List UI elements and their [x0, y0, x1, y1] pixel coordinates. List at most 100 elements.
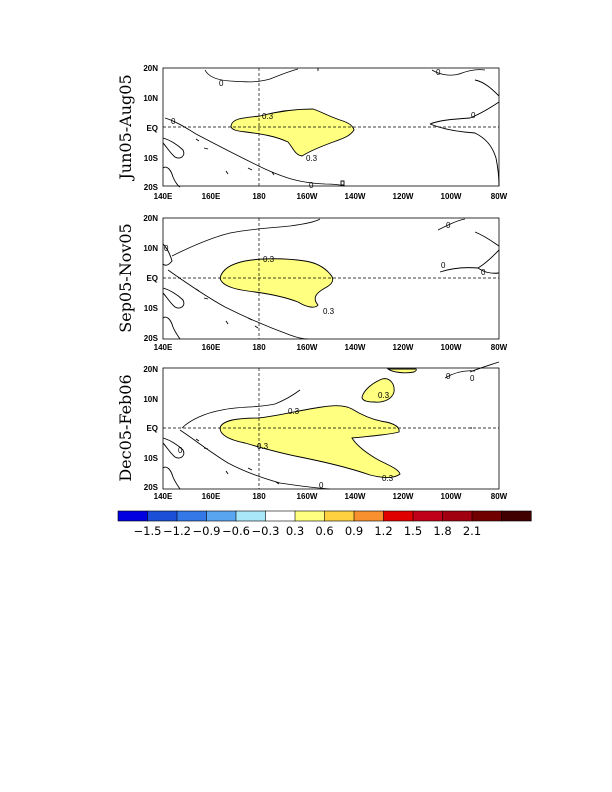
colorbar-swatch	[471, 510, 503, 522]
panel-1-contour-label-c: 0	[171, 117, 176, 126]
panel-2-zero-contour-east	[437, 218, 466, 231]
panel-3-contour-label-c: 0.3	[378, 391, 390, 400]
panel-3-xlabels: 140E 160E 180 160W 140W 120W 100W 80W	[154, 492, 508, 501]
panel-2-frame	[162, 217, 500, 340]
panel-2-coastline-americas	[439, 231, 500, 274]
panel-3-map: 0.3 0.3 0.3 0.3 0 0 0 0	[162, 361, 500, 490]
panel-1-zero-contour-east	[431, 69, 486, 76]
panel-1-xlabel-100w: 100W	[441, 192, 462, 201]
panel-3-coastline-australia	[162, 466, 181, 490]
panel-2-contour-label-f: 0	[446, 221, 451, 230]
panel-3: Dec05-Feb06 20N 10N EQ 10S 20S 140E 160E…	[116, 361, 508, 501]
colorbar-label: 0.3	[286, 524, 304, 538]
colorbar-swatch	[117, 510, 149, 522]
colorbar-swatch	[265, 510, 296, 522]
panel-3-xlabel-140e: 140E	[154, 492, 173, 501]
panel-2-xlabel-120w: 120W	[393, 343, 414, 352]
colorbar-label: 0.9	[345, 524, 363, 538]
panel-1-xlabel-80w: 80W	[491, 192, 508, 201]
panel-3-zero-contour-north	[181, 389, 301, 429]
panel-2-ylabel-20n: 20N	[143, 214, 158, 223]
panel-3-ylabel-20n: 20N	[143, 365, 158, 374]
panel-2-contour-label-b: 0.3	[323, 307, 335, 316]
panel-3-xlabel-160e: 160E	[202, 492, 221, 501]
panel-1-title: Jun05-Aug05	[116, 74, 135, 181]
panel-1-zero-contour-north	[204, 68, 299, 83]
panel-1-contour-label-a: 0.3	[262, 112, 274, 121]
panel-2-ylabels: 20N 10N EQ 10S 20S	[143, 214, 158, 343]
panel-1-xlabel-120w: 120W	[393, 192, 414, 201]
colorbar-swatch	[442, 510, 473, 522]
panel-2-xlabel-180: 180	[252, 343, 266, 352]
panel-1-coastline-islands	[195, 68, 345, 186]
colorbar-label: −1.2	[163, 524, 191, 538]
panel-3-contour-label-e: 0	[178, 446, 183, 455]
colorbar-swatch	[294, 510, 326, 522]
panel-3-ylabel-eq: EQ	[146, 424, 158, 433]
panel-1-contour-label-d: 0	[219, 79, 224, 88]
panel-2-coastline-australia	[162, 316, 181, 340]
colorbar-label: 2.1	[463, 524, 481, 538]
colorbar-label: 1.2	[374, 524, 392, 538]
panel-3-contour-label-a: 0.3	[288, 407, 300, 416]
colorbar-label: −0.6	[222, 524, 250, 538]
panel-2-contour-label-d: 0	[441, 261, 446, 270]
panel-2-ylabel-10s: 10S	[144, 304, 159, 313]
panel-1-coastline-australia	[162, 166, 181, 188]
panel-2-ylabel-20s: 20S	[144, 334, 159, 343]
panel-3-xlabel-120w: 120W	[393, 492, 414, 501]
panel-2-xlabel-160e: 160E	[202, 343, 221, 352]
panel-3-coastline-americas	[469, 361, 500, 429]
panel-3-coastline-islands	[195, 438, 280, 485]
panel-1-xlabel-140w: 140W	[345, 192, 366, 201]
panel-1-ylabel-10n: 10N	[143, 94, 158, 103]
panel-1-xlabel-160w: 160W	[297, 192, 318, 201]
colorbar-label: −0.9	[193, 524, 221, 538]
colorbar-label: 0.6	[315, 524, 333, 538]
panel-2-positive-anomaly-region	[219, 258, 334, 308]
panel-3-contour-label-f: 0	[319, 481, 324, 490]
panel-2-xlabels: 140E 160E 180 160W 140W 120W 100W 80W	[154, 343, 508, 352]
panel-3-xlabel-140w: 140W	[345, 492, 366, 501]
panel-1-ylabel-10s: 10S	[144, 154, 159, 163]
panel-2-map: 0.3 0.3 0 0 0 0	[162, 217, 500, 340]
panel-2-contour-label-c: 0	[164, 244, 169, 253]
panel-1-ylabels: 20N 10N EQ 10S 20S	[143, 64, 158, 192]
panel-2: Sep05-Nov05 20N 10N EQ 10S 20S 140E 160E…	[116, 214, 508, 352]
panel-3-xlabel-180: 180	[252, 492, 266, 501]
panel-2-xlabel-140e: 140E	[154, 343, 173, 352]
panel-1-ylabel-20s: 20S	[144, 183, 159, 192]
panel-2-xlabel-80w: 80W	[491, 343, 508, 352]
panel-2-xlabel-160w: 160W	[297, 343, 318, 352]
panel-2-coastline-asia	[162, 243, 185, 309]
panel-3-contour-label-b: 0.3	[257, 442, 269, 451]
colorbar-swatch	[383, 510, 414, 522]
panel-2-zero-contour-south	[167, 269, 309, 340]
panel-1-xlabels: 140E 160E 180 160W 140W 120W 100W 80W	[154, 192, 508, 201]
panel-3-positive-anomaly-region-main	[219, 405, 401, 478]
panel-2-contour-label-a: 0.3	[263, 255, 275, 264]
colorbar-swatch	[501, 510, 532, 522]
panel-3-contour-label-g: 0	[446, 372, 451, 381]
colorbar-label: 1.5	[404, 524, 422, 538]
panel-2-ylabel-eq: EQ	[146, 274, 158, 283]
panel-1-contour-label-e: 0	[309, 181, 314, 190]
panel-3-positive-anomaly-region-edge	[386, 368, 417, 374]
panel-2-ylabel-10n: 10N	[143, 244, 158, 253]
panel-1-zero-contour-south	[164, 117, 346, 187]
panel-2-contour-label-e: 0	[481, 268, 486, 277]
panel-1-positive-anomaly-region	[230, 108, 355, 157]
panel-3-zero-contour-south	[179, 429, 331, 490]
panel-1-coastline-asia	[162, 137, 185, 159]
colorbar-label: 1.8	[433, 524, 451, 538]
panel-3-xlabel-100w: 100W	[441, 492, 462, 501]
panel-1-ylabel-eq: EQ	[146, 124, 158, 133]
panel-1: Jun05-Aug05 20N 10N EQ 10S 20S 140E 160E…	[116, 64, 508, 201]
panel-2-title: Sep05-Nov05	[116, 223, 135, 332]
panel-2-coastline-islands	[195, 288, 259, 329]
panel-2-xlabel-100w: 100W	[441, 343, 462, 352]
panel-1-contour-label-g: 0	[471, 111, 476, 120]
colorbar-swatch	[324, 510, 355, 522]
panel-3-xlabel-160w: 160W	[297, 492, 318, 501]
